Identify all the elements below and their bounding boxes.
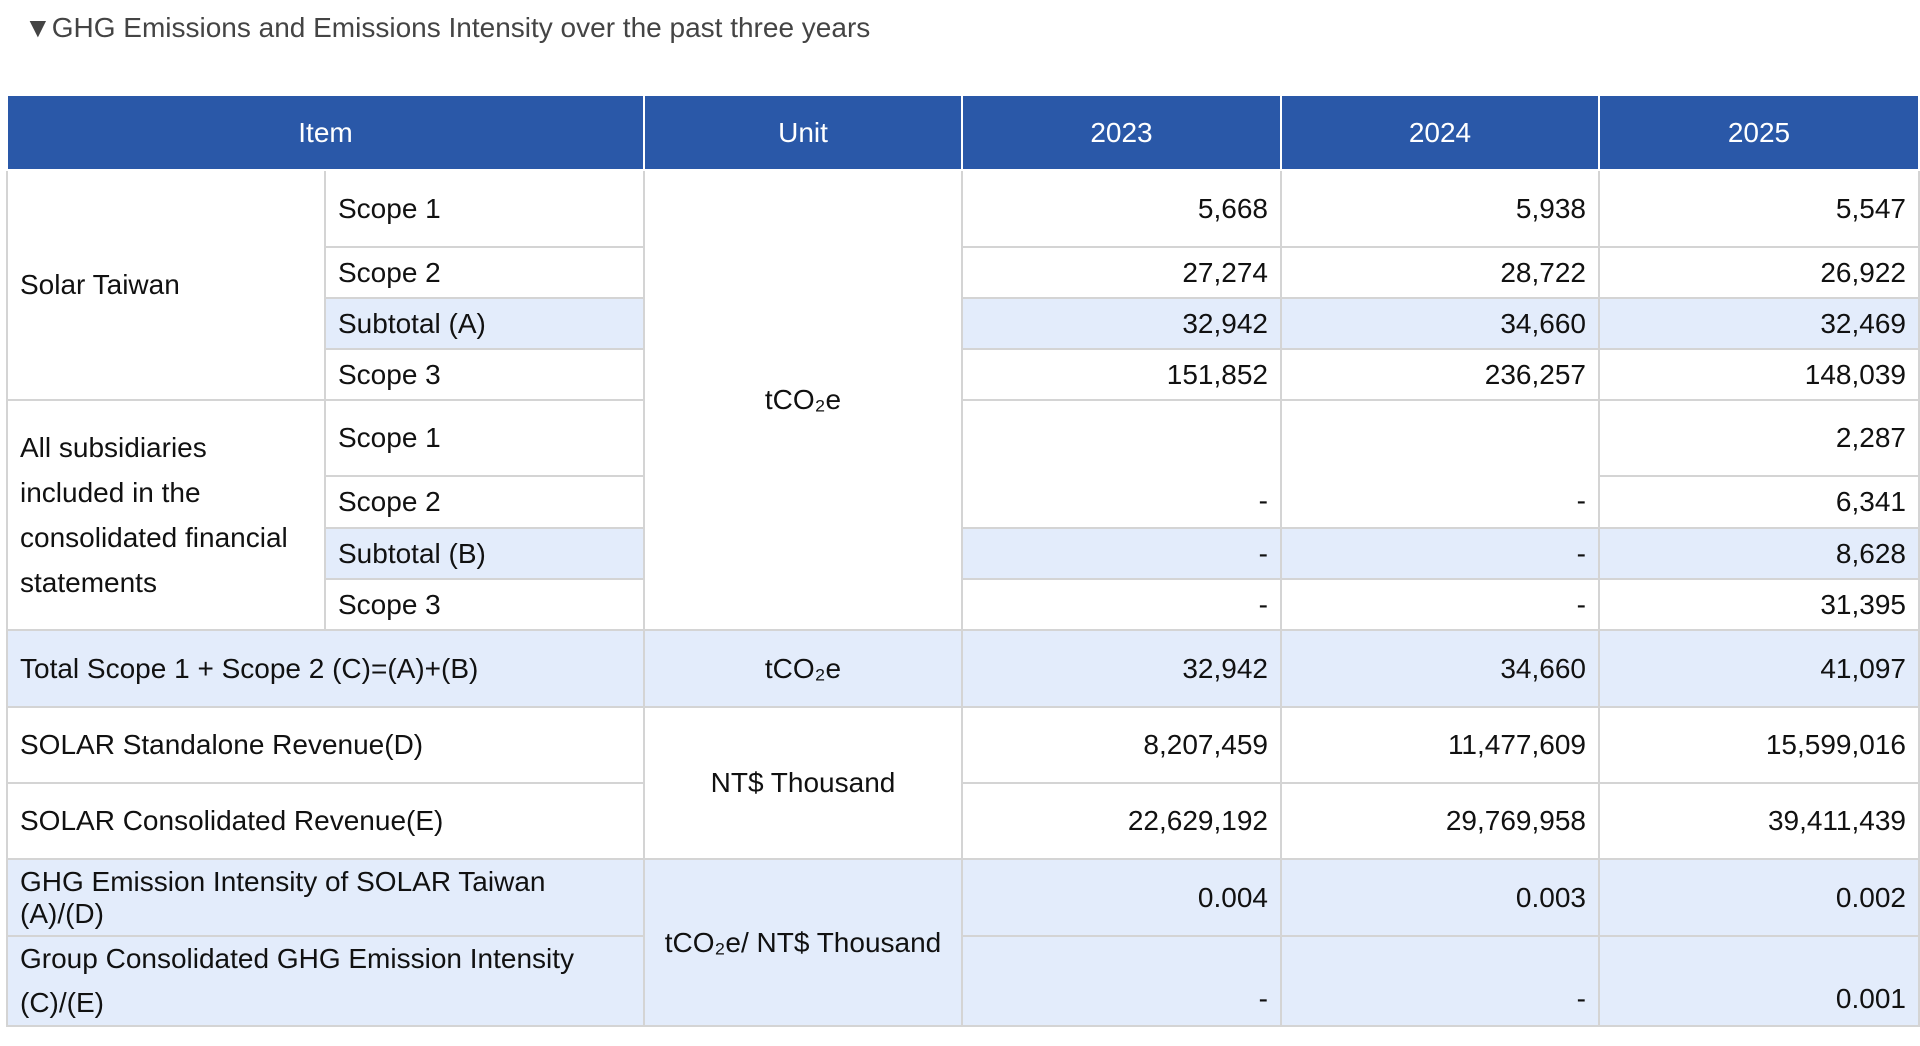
value: - [961,399,1282,529]
item: Group Consolidated GHG Emission Intensit… [6,935,645,1027]
value: 32,942 [961,629,1282,708]
value: 0.001 [1598,935,1920,1027]
value: 5,668 [961,169,1282,248]
value: 8,207,459 [961,706,1282,784]
value: 148,039 [1598,348,1920,401]
row: Group Consolidated GHG Emission Intensit… [6,935,1920,1027]
value: 15,599,016 [1598,706,1920,784]
item: Scope 2 [324,246,645,299]
unit: tCO₂e [643,629,963,708]
value: - [961,527,1282,580]
header-row: Item Unit 2023 2024 2025 [6,94,1920,171]
group-label: All subsidiaries included in the consoli… [6,399,326,631]
value: - [961,578,1282,631]
value: 39,411,439 [1598,782,1920,860]
row: Solar Taiwan Scope 1 tCO₂e 5,668 5,938 5… [6,169,1920,631]
header-cell: 2024 [1280,94,1600,171]
value: 28,722 [1280,246,1600,299]
item: Scope 1 [324,399,645,477]
value: 236,257 [1280,348,1600,401]
value: 2,287 [1598,399,1920,477]
value: - [1280,935,1600,1027]
value: - [961,935,1282,1027]
unit: tCO₂e [643,169,963,631]
item: Scope 2 [324,475,645,529]
value: 27,274 [961,246,1282,299]
header-cell: Unit [643,94,963,171]
value: - [1280,527,1600,580]
row: GHG Emission Intensity of SOLAR Taiwan (… [6,858,1920,1027]
unit: tCO₂e/ NT$ Thousand [643,858,963,1027]
row: Scope 2 27,274 28,722 26,922 [7,246,1920,299]
value: 11,477,609 [1280,706,1600,784]
item: Scope 1 [324,169,645,248]
value: 6,341 [1598,475,1920,529]
value: 22,629,192 [961,782,1282,860]
value: 32,942 [961,297,1282,350]
value: 34,660 [1280,297,1600,350]
row: Scope 2 6,341 [7,475,1920,529]
item: Total Scope 1 + Scope 2 (C)=(A)+(B) [6,629,645,708]
row: Subtotal (A) 32,942 34,660 32,469 [7,297,1920,350]
item: GHG Emission Intensity of SOLAR Taiwan (… [6,858,645,937]
unit: NT$ Thousand [643,706,963,860]
value: 41,097 [1598,629,1920,708]
value: 34,660 [1280,629,1600,708]
header-cell: 2023 [961,94,1282,171]
title: ▼GHG Emissions and Emissions Intensity o… [24,12,871,43]
value: 26,922 [1598,246,1920,299]
header-cell: Item [6,94,645,171]
value: 0.002 [1598,858,1920,937]
item: SOLAR Consolidated Revenue(E) [6,782,645,860]
emissions-table: Item Unit 2023 2024 2025 Solar Taiwan Sc… [6,94,1920,1027]
value: 0.004 [961,858,1282,937]
row: Total Scope 1 + Scope 2 (C)=(A)+(B) tCO₂… [6,629,1920,708]
row: Subtotal (B) - - 8,628 [7,527,1920,580]
value: 8,628 [1598,527,1920,580]
value: 5,938 [1280,169,1600,248]
row: Scope 3 151,852 236,257 148,039 [7,348,1920,401]
item: SOLAR Standalone Revenue(D) [6,706,645,784]
value: 29,769,958 [1280,782,1600,860]
row: Scope 3 - - 31,395 [7,578,1920,631]
group-label: Solar Taiwan [6,169,326,401]
value: 5,547 [1598,169,1920,248]
header-cell: 2025 [1598,94,1920,171]
row: SOLAR Standalone Revenue(D) NT$ Thousand… [6,706,1920,860]
value: 151,852 [961,348,1282,401]
item: Scope 3 [324,578,645,631]
item: Subtotal (A) [324,297,645,350]
value: 0.003 [1280,858,1600,937]
item: Scope 3 [324,348,645,401]
value: 31,395 [1598,578,1920,631]
row: All subsidiaries included in the consoli… [6,399,1920,631]
value: - [1280,578,1600,631]
value: - [1280,399,1600,529]
row: SOLAR Consolidated Revenue(E) 22,629,192… [6,782,1920,860]
item: Subtotal (B) [324,527,645,580]
value: 32,469 [1598,297,1920,350]
